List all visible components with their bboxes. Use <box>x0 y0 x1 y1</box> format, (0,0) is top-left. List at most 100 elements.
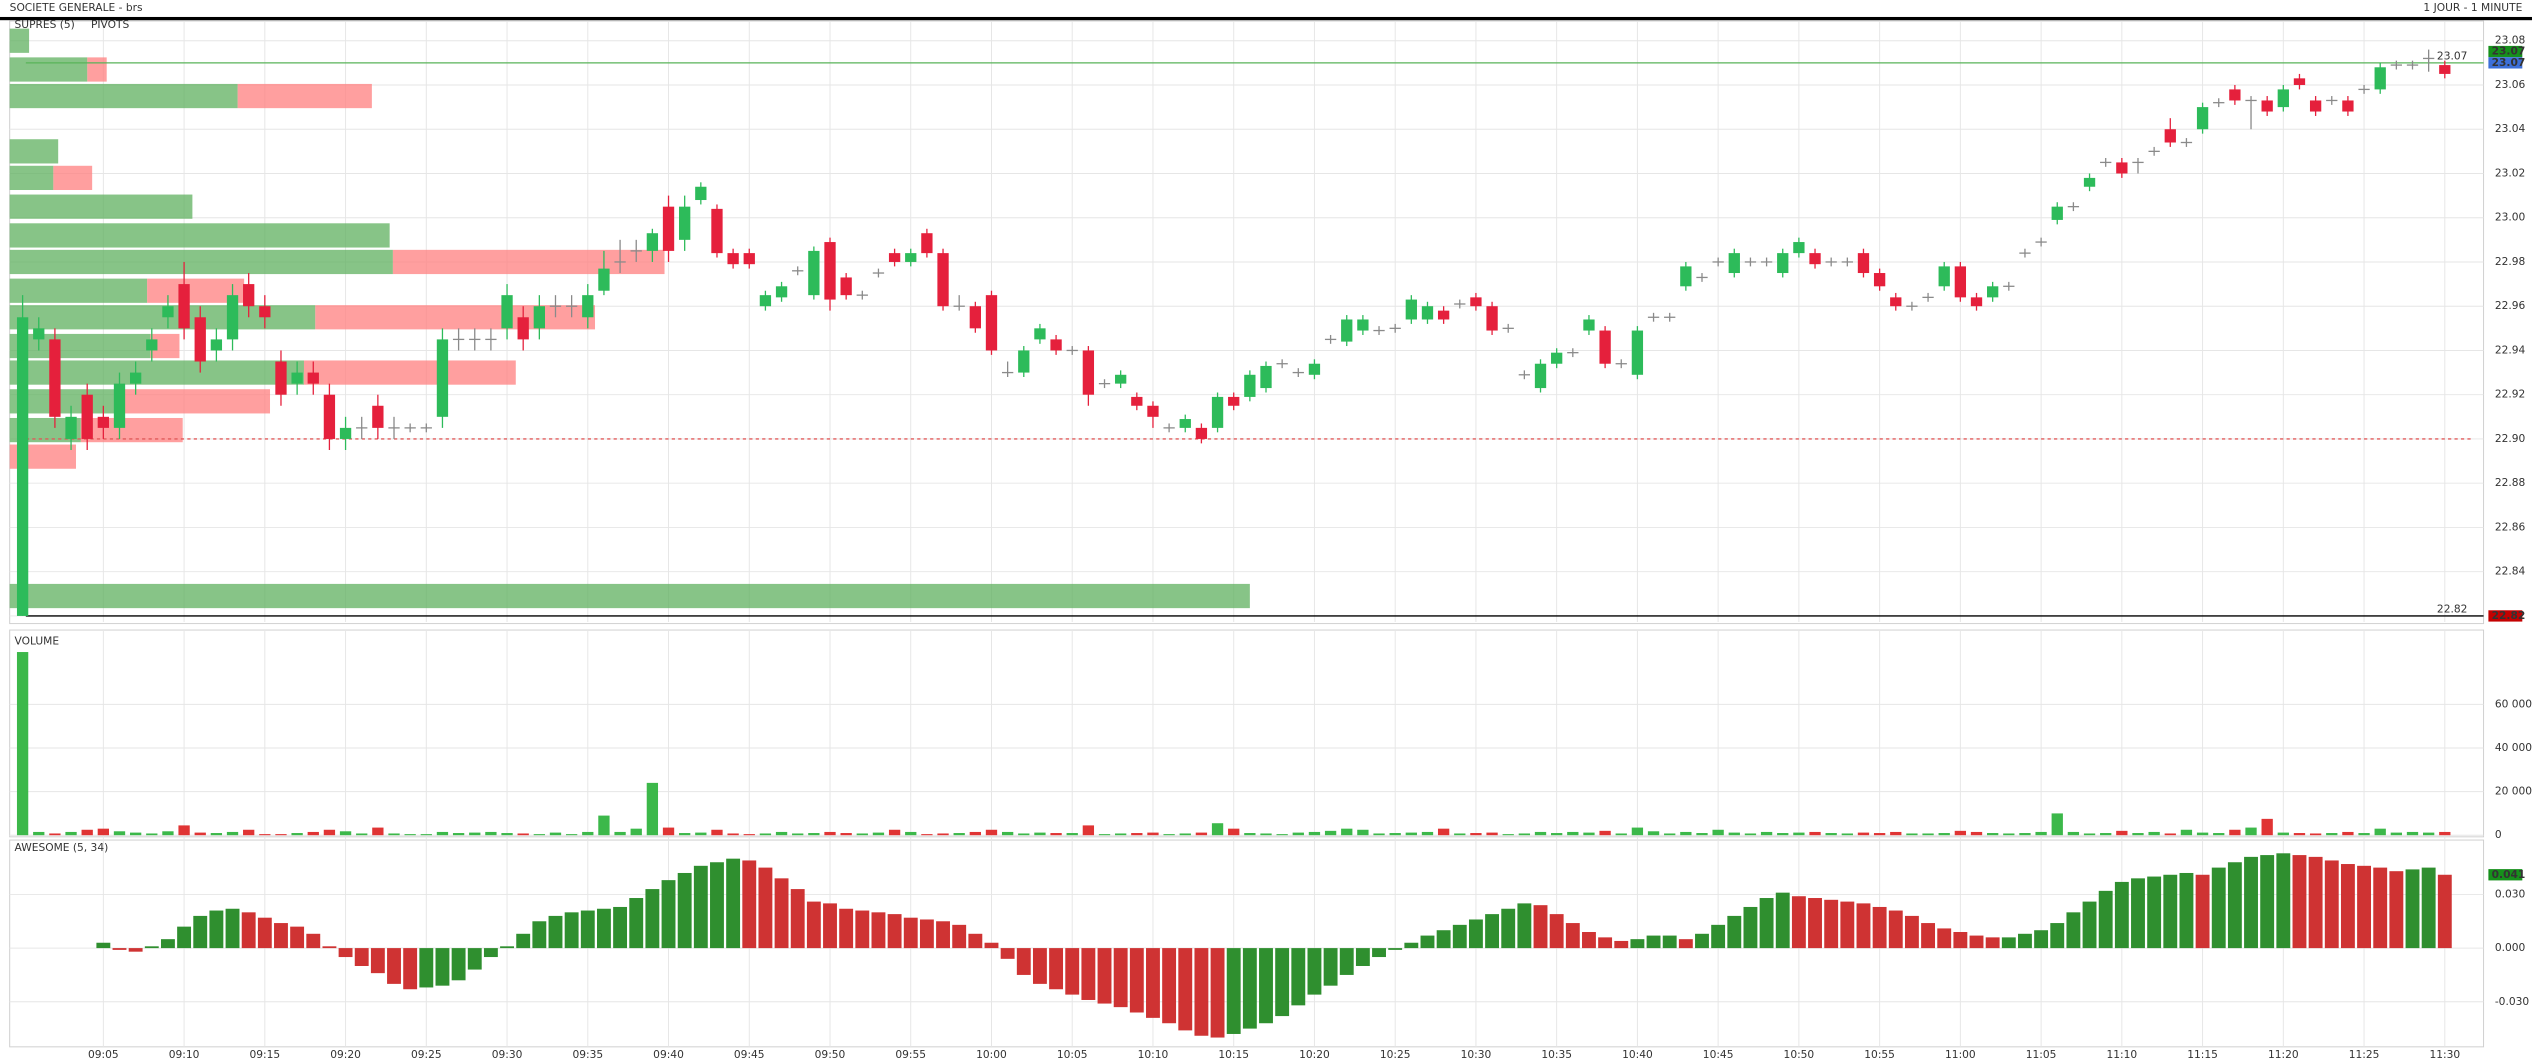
volume-bar <box>1987 833 1999 836</box>
volume-bar <box>1825 833 1837 836</box>
candle-body <box>1082 350 1095 395</box>
candle-body <box>372 405 384 428</box>
candle-body <box>2051 206 2063 220</box>
volume-bar <box>1841 833 1853 836</box>
volume-bar <box>985 829 998 836</box>
oscillator-bar <box>1065 948 1080 995</box>
candle-body <box>1793 242 1805 254</box>
volume-bar <box>969 831 981 836</box>
oscillator-bar <box>1485 914 1500 949</box>
volume-bar <box>2277 832 2289 836</box>
candle-body <box>162 306 174 318</box>
volume-bar <box>1001 831 1014 836</box>
oscillator-bar <box>2405 869 2420 949</box>
volume-bar <box>2245 827 2257 836</box>
candle-body <box>598 268 610 291</box>
oscillator-bar <box>1259 948 1273 1024</box>
profile-buy-bar <box>9 223 390 248</box>
oscillator-bar <box>1210 948 1225 1038</box>
volume-bar <box>1405 832 1417 836</box>
profile-sell-bar <box>114 389 271 414</box>
price-tag <box>2488 57 2523 69</box>
text-layer: 09:05 09:10 09:15 09:20 09:25 09:30 09:35 09:40… <box>15 18 2532 1061</box>
candle-body <box>259 306 271 318</box>
volume-bar <box>81 829 93 836</box>
y-tick-label: 0.000 <box>2495 941 2526 954</box>
y-tick-label: 22.88 <box>2495 476 2526 489</box>
candle-body <box>1115 374 1127 384</box>
candle-body <box>1421 306 1434 320</box>
volume-bar <box>792 833 804 836</box>
oscillator-bar <box>2292 855 2307 949</box>
x-tick-label: 10:45 <box>1703 1048 1734 1061</box>
volume-bar <box>129 832 142 836</box>
oscillator-bar <box>2131 878 2145 949</box>
volume-bar <box>1631 827 1644 836</box>
oscillator-bar <box>1646 935 1661 949</box>
volume-bar <box>469 832 481 836</box>
oscillator-bar <box>806 901 821 949</box>
oscillator-bar <box>419 948 434 988</box>
oscillator-bar <box>1969 935 1984 949</box>
volume-bar <box>1163 834 1175 836</box>
oscillator-bar <box>128 948 143 952</box>
volume-bar <box>291 833 303 836</box>
volume-bar <box>1276 834 1288 836</box>
oscillator-bar <box>2211 867 2226 949</box>
x-tick-label: 09:30 <box>492 1048 523 1061</box>
volume-bar <box>1518 833 1531 836</box>
candle-body <box>178 284 190 329</box>
candle-body <box>2164 129 2176 143</box>
volume-bar <box>1873 833 1886 836</box>
x-tick-label: 09:45 <box>734 1048 765 1061</box>
candle-body <box>2261 100 2273 112</box>
oscillator-bar <box>2098 890 2113 949</box>
candle-body <box>1260 365 1272 389</box>
candle-body <box>291 372 303 384</box>
x-tick-label: 09:55 <box>895 1048 926 1061</box>
profile-buy-bar <box>9 333 151 359</box>
panel-title: VOLUME <box>15 634 60 647</box>
candle-body <box>33 328 45 340</box>
profile-buy-bar <box>9 28 30 53</box>
profile-sell-bar <box>87 57 107 82</box>
oscillator-bar <box>1420 935 1435 949</box>
volume-bar <box>743 834 755 836</box>
candle-body <box>824 242 836 300</box>
candle-body <box>533 306 545 329</box>
candle-body <box>727 253 739 265</box>
candle-body <box>2116 162 2128 174</box>
oscillator-bar <box>306 933 321 949</box>
candle-body <box>1890 297 1902 307</box>
candle-body <box>905 253 917 262</box>
volume-bar <box>1373 833 1385 836</box>
oscillator-bar <box>710 862 724 949</box>
candle-body <box>1147 405 1159 417</box>
y-tick-label: 22.98 <box>2495 255 2526 268</box>
volume-bar <box>485 831 497 836</box>
candle-body <box>582 295 594 318</box>
value-tag <box>2488 869 2523 881</box>
oscillator-bar <box>1113 948 1128 1008</box>
volume-bar <box>1115 833 1127 836</box>
oscillator-bar <box>1178 948 1193 1031</box>
volume-bar <box>808 833 820 836</box>
volume-bar <box>1437 828 1450 836</box>
volume-bar <box>243 829 255 836</box>
volume-bar <box>1857 832 1870 836</box>
oscillator-bar <box>1582 932 1596 949</box>
volume-bar <box>630 828 642 836</box>
oscillator-bar <box>580 910 595 949</box>
oscillator-bar <box>241 912 256 949</box>
candle-body <box>646 233 659 251</box>
x-tick-label: 10:40 <box>1622 1048 1653 1061</box>
oscillator-bar <box>726 858 741 949</box>
oscillator-bar <box>1032 948 1047 984</box>
price-tag-label: 23.07 <box>2492 45 2526 58</box>
oscillator-bar <box>257 917 272 949</box>
y-tick-label: 23.08 <box>2495 34 2526 47</box>
oscillator-bar <box>1743 906 1758 949</box>
volume-bar <box>194 832 206 836</box>
volume-bar <box>1244 833 1256 836</box>
